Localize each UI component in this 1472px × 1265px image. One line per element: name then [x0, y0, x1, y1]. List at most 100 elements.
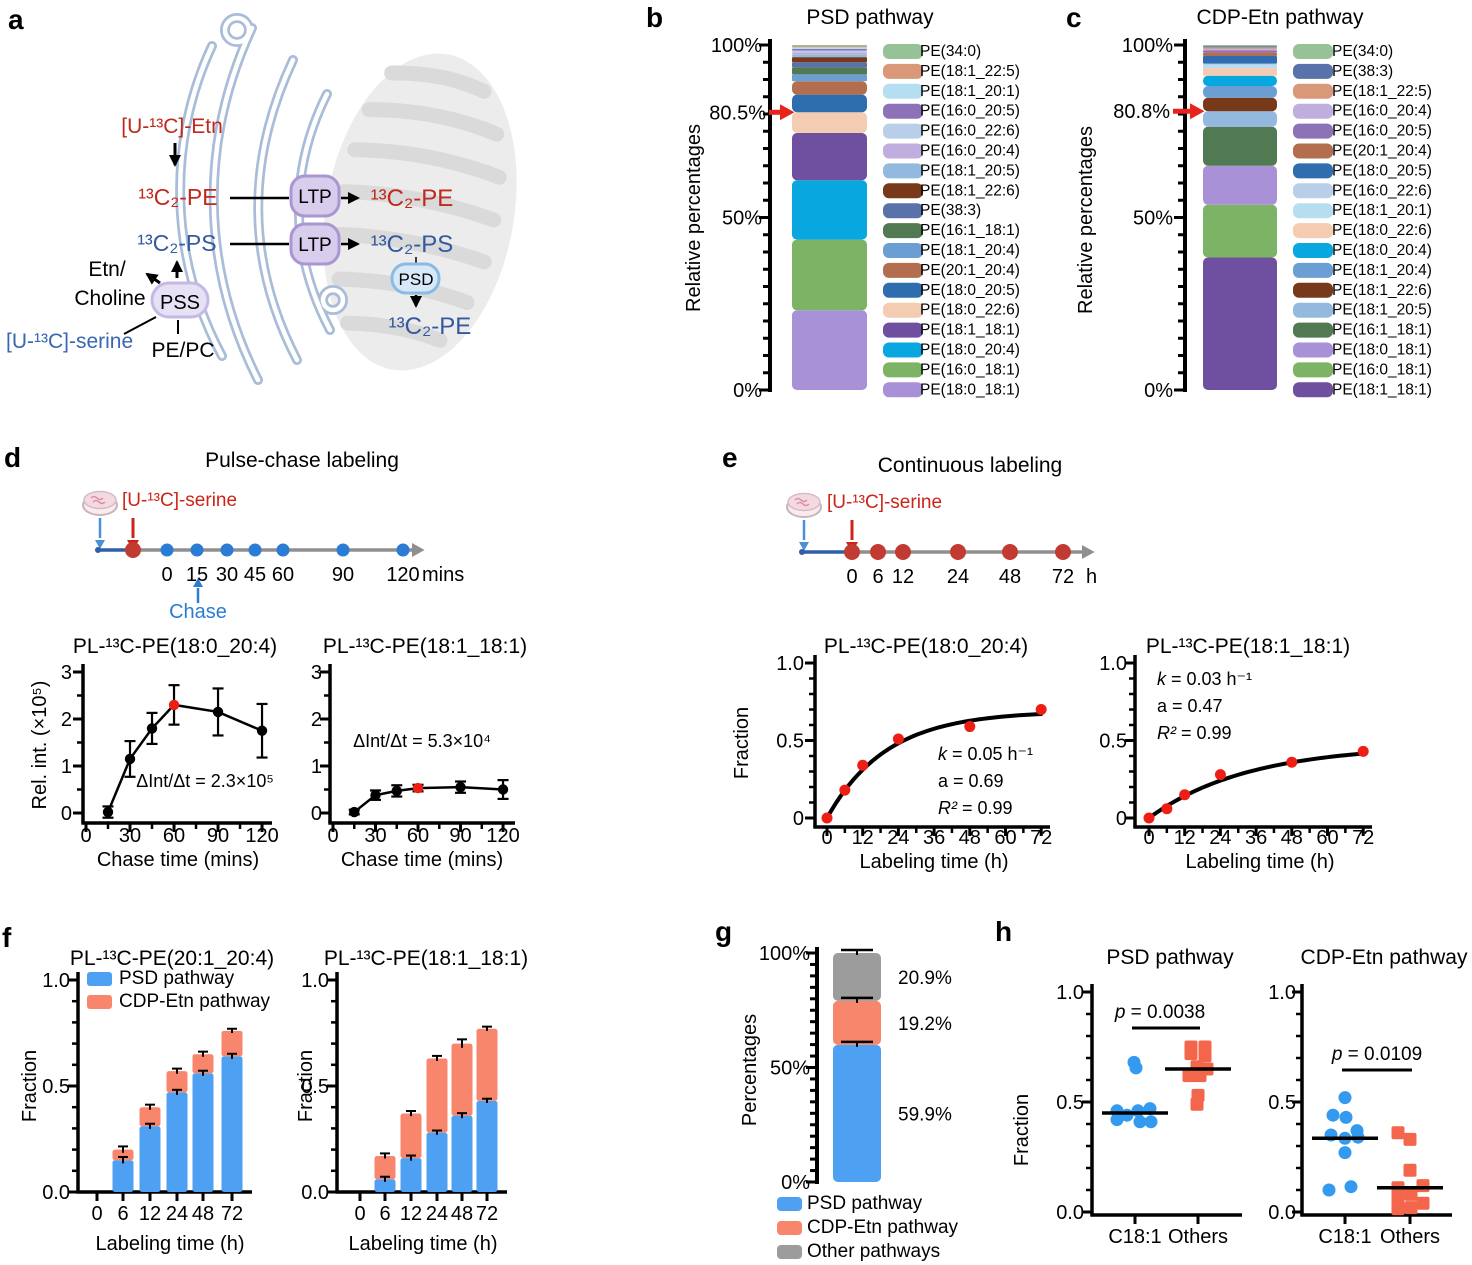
y-tick-label: 1.0: [1056, 982, 1084, 1004]
data-point: [892, 733, 904, 745]
data-point: [1286, 756, 1298, 768]
legend-label: PE(18:0_22:6): [920, 302, 1020, 319]
y-tick-label: 0.0: [42, 1182, 70, 1204]
data-point: [1190, 1097, 1204, 1111]
data-point: [1391, 1192, 1405, 1206]
chart-title: PSD pathway: [1106, 946, 1234, 969]
x-tick-label: 0: [327, 825, 338, 847]
legend-swatch: [777, 1197, 802, 1211]
x-tick-label: 12: [1174, 827, 1196, 849]
data-point: [1182, 1069, 1196, 1083]
timepoint-label: 15: [186, 564, 208, 586]
legend-label: PE(16:0_22:6): [920, 123, 1020, 140]
y-tick-label: 2: [61, 709, 72, 731]
psd-badge: [390, 262, 441, 295]
x-tick-label: 6: [117, 1203, 128, 1225]
legend-swatch: [883, 362, 923, 378]
x-tick-label: 120: [245, 825, 278, 847]
legend-swatch: [1293, 382, 1333, 398]
legend-swatch: [883, 63, 923, 79]
x-axis-label: Chase time (mins): [97, 849, 259, 871]
bar-segment: [1203, 52, 1277, 57]
annotation: a = 0.47: [1157, 696, 1223, 716]
bar-segment: [792, 180, 867, 240]
legend-label: PE(16:0_20:4): [920, 143, 1020, 160]
legend-swatch: [1293, 103, 1333, 119]
x-tick-label: 72: [221, 1203, 243, 1225]
panel-d-label: d: [4, 442, 22, 473]
x-tick-label: 60: [994, 827, 1016, 849]
x-tick-label: 36: [1245, 827, 1267, 849]
bar-segment-cdp: [112, 1149, 134, 1161]
timepoint-label: 45: [244, 564, 266, 586]
arrow-pss-to-etn: [145, 272, 161, 285]
bar-segment: [792, 67, 867, 75]
panel-h-left-chart: PSD pathway Fraction 0.0 0.5 1.0 C18:1 Others p…: [1011, 946, 1242, 1248]
ltp-badge-bottom: [289, 222, 341, 266]
ltp-bottom-label: LTP: [298, 235, 331, 256]
panel-g-chart: Percentages 0% 50% 100% 59.9% 19.2% 20.9% PSD p…: [739, 943, 959, 1262]
data-point: [1161, 803, 1173, 815]
legend-label: PE(18:1_20:1): [920, 83, 1020, 100]
bar-segment: [1203, 165, 1277, 205]
bar-segment: [1203, 50, 1277, 53]
x-axis-label: Labeling time (h): [96, 1233, 245, 1255]
p-value-label: p = 0.0038: [1114, 1002, 1205, 1023]
timeline-title: Pulse-chase labeling: [205, 449, 399, 472]
arrowhead: [780, 104, 795, 121]
y-tick-label: 0: [61, 803, 72, 825]
panel-f-right-chart: PL-¹³C-PE(18:1_18:1) Fraction 0.0 0.5 1.0 0 6 1…: [295, 947, 528, 1255]
bar-segment: [792, 54, 867, 58]
pss-enzyme-label: PSS: [160, 292, 200, 314]
x-tick-label: 6: [379, 1203, 390, 1225]
x-tick-label: 60: [163, 825, 185, 847]
arrowhead: [193, 578, 203, 587]
x-tick-label: 12: [400, 1203, 422, 1225]
y-tick-label: 0.0: [1056, 1202, 1084, 1224]
etn-substrate-label: [U-¹³C]-Etn: [121, 115, 223, 138]
legend-swatch: [1293, 243, 1333, 258]
y-tick-label: 0: [1116, 808, 1127, 830]
timepoint-label: 0: [161, 564, 172, 586]
bar-segment: [1203, 126, 1277, 166]
data-point: [455, 781, 466, 793]
y-tick-label: 50%: [722, 208, 762, 230]
group-label: Others: [1380, 1226, 1440, 1248]
bar-segment: [1203, 56, 1277, 64]
y-axis-label: Fraction: [731, 707, 753, 779]
pe-er-label: ¹³C₂-PE: [138, 184, 217, 210]
timepoint-label: 6: [872, 566, 883, 588]
legend-swatch: [777, 1221, 802, 1235]
legend-label: PE(18:1_22:6): [920, 182, 1020, 199]
x-tick-label: 48: [451, 1203, 473, 1225]
timeline-title: Continuous labeling: [878, 454, 1062, 477]
timepoint-dot: [396, 543, 410, 557]
timepoint-dot: [950, 544, 966, 560]
legend-label: PE(18:1_20:5): [920, 162, 1020, 179]
legend-label: PE(18:0_20:4): [920, 342, 1020, 359]
data-point: [1357, 745, 1369, 757]
data-point: [168, 699, 180, 711]
bar-segment: [792, 132, 867, 181]
legend-label: PE(18:0_18:1): [1332, 342, 1432, 359]
data-point: [1214, 769, 1226, 781]
x-tick-label: 72: [1030, 827, 1052, 849]
data-point: [1391, 1126, 1405, 1140]
p-value-label: p = 0.0109: [1331, 1044, 1422, 1065]
bar-segment: [1203, 86, 1277, 98]
bar-segment-psd: [451, 1115, 473, 1192]
data-point: [1403, 1132, 1417, 1146]
panel-c-label: c: [1066, 2, 1082, 33]
annotation: R² = 0.99: [1157, 723, 1232, 743]
y-tick-label: 1.0: [42, 970, 70, 992]
bar-segment: [792, 239, 867, 311]
bar-segment: [792, 74, 867, 82]
data-point: [349, 806, 360, 818]
bar-segment: [1203, 97, 1277, 112]
legend-swatch: [1293, 223, 1333, 239]
y-tick-label: 100%: [759, 943, 810, 965]
bar-segment-psd: [476, 1100, 498, 1192]
legend-swatch: [1293, 143, 1333, 159]
y-tick-label: 0%: [733, 380, 762, 402]
panel-c-chart: CDP-Etn pathway Relative percentages 0% 50%…: [1075, 6, 1432, 402]
